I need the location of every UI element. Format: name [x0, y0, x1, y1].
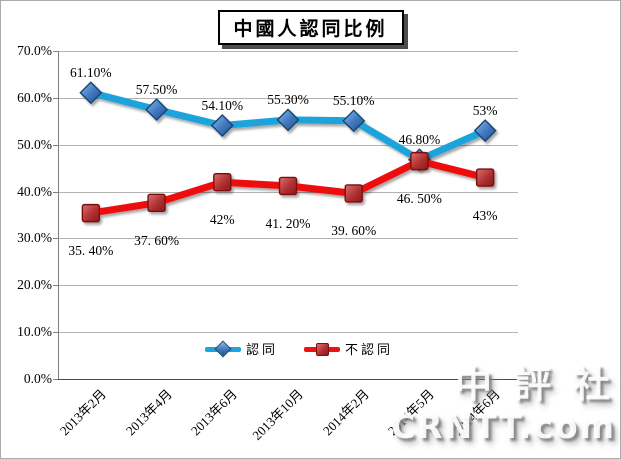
gridline: [58, 285, 518, 286]
y-axis-tick: [53, 379, 58, 380]
y-axis-tick: [53, 51, 58, 52]
y-axis-tick: [53, 192, 58, 193]
marker-diamond: [342, 109, 366, 133]
data-label: 43%: [472, 207, 498, 223]
legend-item-agree: 認同: [205, 339, 278, 358]
gridline: [58, 145, 518, 146]
y-axis-tick: [53, 145, 58, 146]
y-axis-label: 60.0%: [17, 90, 52, 105]
marker-diamond: [473, 119, 497, 143]
data-label: 35. 40%: [68, 243, 114, 259]
gridline: [58, 379, 518, 380]
legend-item-disagree: 不認同: [304, 339, 393, 358]
data-label: 46. 50%: [396, 191, 442, 207]
legend-label: 認同: [246, 342, 279, 357]
legend-swatch: [304, 340, 341, 358]
marker-diamond: [276, 108, 300, 132]
y-axis-tick: [53, 98, 58, 99]
marker-diamond: [79, 81, 103, 105]
marker-square: [475, 168, 495, 187]
series-disagree: [81, 151, 495, 223]
chart-title: 中國人認同比例: [217, 10, 404, 45]
data-label: 46.80%: [398, 131, 441, 147]
data-label: 41. 20%: [265, 215, 311, 231]
marker-square: [278, 176, 298, 196]
gridline: [58, 238, 518, 239]
marker-square: [81, 203, 101, 223]
y-axis-label: 0.0%: [23, 371, 52, 386]
data-label: 53%: [472, 102, 498, 118]
data-label: 61.10%: [70, 64, 112, 80]
gridline: [58, 98, 518, 99]
marker-square: [344, 184, 363, 203]
y-axis-label: 20.0%: [17, 277, 52, 292]
marker-square: [410, 151, 429, 171]
data-label: 37. 60%: [134, 232, 180, 248]
data-label: 55.10%: [332, 92, 375, 108]
gridline: [58, 332, 518, 333]
data-label: 55.30%: [267, 91, 309, 107]
gridline: [58, 51, 518, 52]
y-axis-tick: [53, 285, 58, 286]
data-label: 42%: [209, 212, 235, 228]
marker-diamond: [210, 114, 234, 137]
y-axis-line: [58, 51, 59, 379]
square-icon: [316, 342, 330, 356]
data-label: 57.50%: [135, 81, 178, 97]
y-axis-label: 10.0%: [17, 324, 52, 339]
y-axis-tick: [53, 238, 58, 239]
diamond-icon: [214, 340, 232, 358]
y-axis-tick: [53, 332, 58, 333]
data-label: 54.10%: [201, 97, 244, 113]
legend: 認同 不認同: [205, 339, 393, 358]
y-axis-label: 70.0%: [17, 43, 52, 58]
data-label: 39. 60%: [331, 223, 377, 239]
y-axis-label: 50.0%: [17, 137, 52, 152]
marker-square: [147, 193, 166, 213]
y-axis-label: 40.0%: [17, 184, 52, 199]
legend-label: 不認同: [345, 342, 394, 357]
marker-diamond: [145, 98, 169, 122]
legend-swatch: [205, 340, 241, 358]
y-axis-label: 30.0%: [17, 230, 52, 245]
marker-square: [213, 172, 232, 192]
